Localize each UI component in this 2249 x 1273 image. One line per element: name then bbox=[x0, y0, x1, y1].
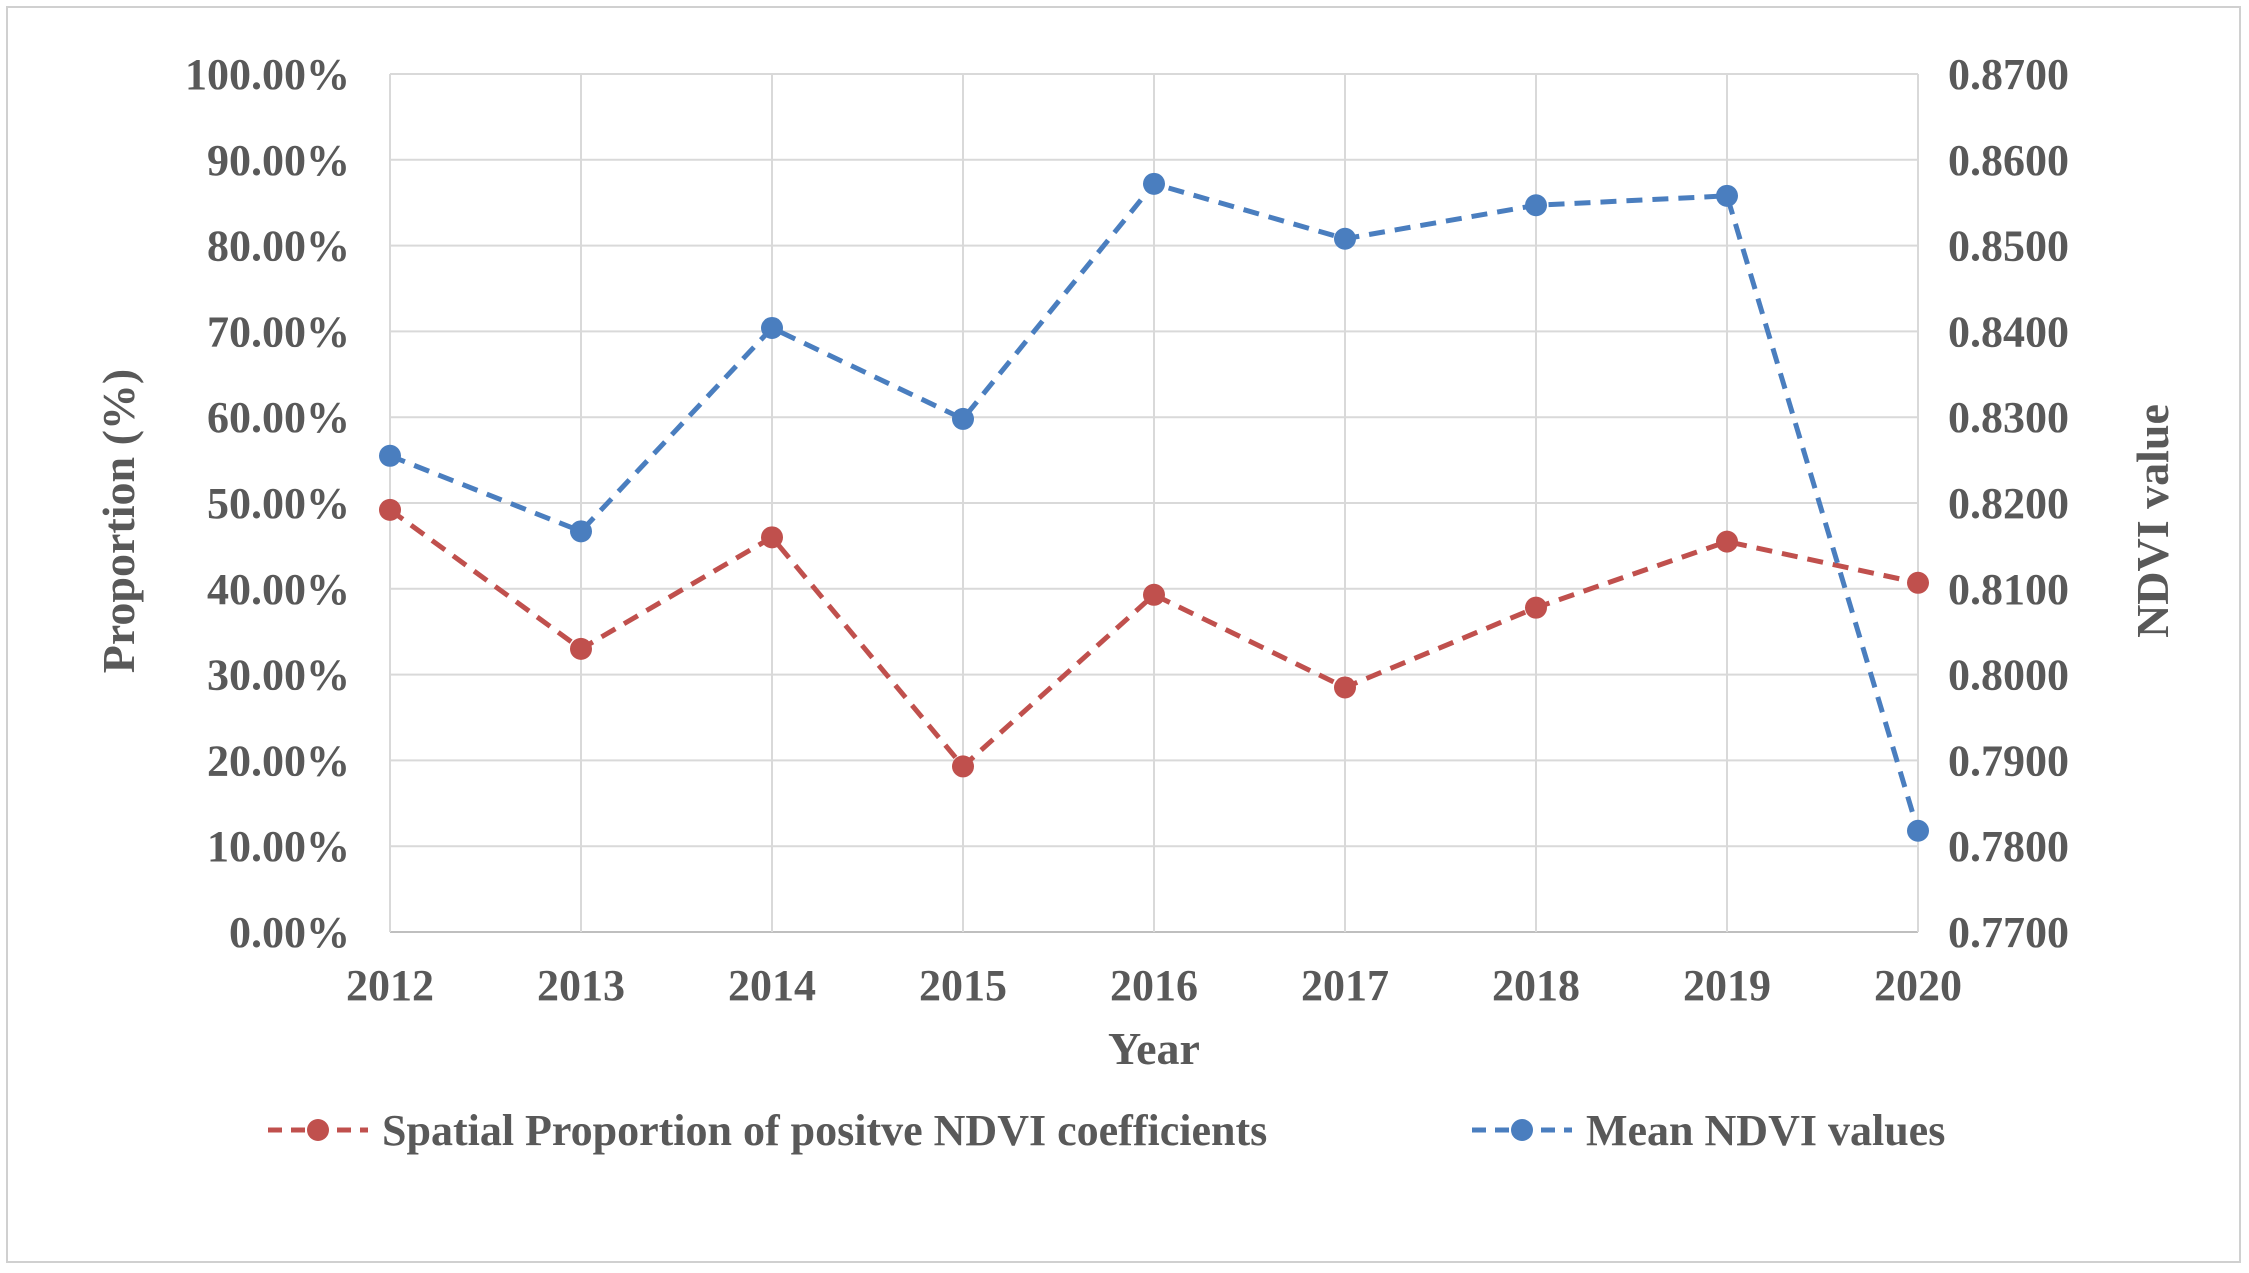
y-tick-label: 0.00% bbox=[229, 908, 350, 957]
left-axis-ticks: 0.00% 10.00% 20.00% 30.00% 40.00% 50.00% 60.00… bbox=[185, 50, 350, 957]
y2-tick-label: 0.8000 bbox=[1948, 651, 2069, 700]
x-tick-label: 2012 bbox=[346, 961, 434, 1010]
y2-tick-label: 0.7900 bbox=[1948, 736, 2069, 785]
y-tick-label: 60.00% bbox=[207, 393, 350, 442]
y2-tick-label: 0.7700 bbox=[1948, 908, 2069, 957]
y2-tick-label: 0.8400 bbox=[1948, 307, 2069, 356]
y-tick-label: 70.00% bbox=[207, 307, 350, 356]
data-point bbox=[1143, 172, 1165, 195]
y-tick-label: 20.00% bbox=[207, 736, 350, 785]
data-point bbox=[379, 444, 401, 467]
data-point bbox=[1334, 227, 1356, 250]
x-tick-label: 2013 bbox=[537, 961, 625, 1010]
y-tick-label: 80.00% bbox=[207, 222, 350, 271]
x-tick-label: 2018 bbox=[1492, 961, 1580, 1010]
y2-tick-label: 0.7800 bbox=[1948, 822, 2069, 871]
x-tick-label: 2017 bbox=[1301, 961, 1389, 1010]
y2-tick-label: 0.8300 bbox=[1948, 393, 2069, 442]
data-point bbox=[1716, 184, 1738, 207]
legend-label-mean-ndvi: Mean NDVI values bbox=[1586, 1106, 1945, 1155]
legend-item-mean-ndvi: Mean NDVI values bbox=[1472, 1106, 1945, 1155]
series-1 bbox=[379, 172, 1929, 842]
data-point bbox=[761, 316, 783, 339]
y2-tick-label: 0.8700 bbox=[1948, 50, 2069, 99]
x-tick-label: 2019 bbox=[1683, 961, 1771, 1010]
series-0 bbox=[379, 498, 1929, 778]
chart-frame: 0.00% 10.00% 20.00% 30.00% 40.00% 50.00% 60.00… bbox=[6, 6, 2241, 1263]
line-chart: 0.00% 10.00% 20.00% 30.00% 40.00% 50.00% 60.00… bbox=[93, 50, 2178, 1155]
data-point bbox=[1525, 194, 1547, 217]
series-layer bbox=[379, 172, 1929, 842]
y2-tick-label: 0.8100 bbox=[1948, 565, 2069, 614]
y-tick-label: 10.00% bbox=[207, 822, 350, 871]
gridlines bbox=[389, 73, 1919, 933]
y-tick-label: 30.00% bbox=[207, 651, 350, 700]
x-tick-label: 2020 bbox=[1874, 961, 1962, 1010]
series-line bbox=[388, 507, 1919, 770]
y-tick-label: 50.00% bbox=[207, 479, 350, 528]
x-tick-label: 2016 bbox=[1110, 961, 1198, 1010]
data-point bbox=[570, 520, 592, 543]
data-point bbox=[570, 637, 592, 660]
data-point bbox=[952, 407, 974, 430]
legend: Spatial Proportion of positve NDVI coeff… bbox=[268, 1106, 1945, 1155]
x-axis-title: Year bbox=[1108, 1023, 1200, 1074]
right-axis-ticks: 0.7700 0.7800 0.7900 0.8000 0.8100 0.8200 0.83… bbox=[1948, 50, 2069, 957]
data-point bbox=[1334, 676, 1356, 699]
y2-tick-label: 0.8600 bbox=[1948, 136, 2069, 185]
y2-tick-label: 0.8500 bbox=[1948, 222, 2069, 271]
y-tick-label: 100.00% bbox=[185, 50, 350, 99]
data-point bbox=[1143, 583, 1165, 606]
x-axis-ticks: 2012 2013 2014 2015 2016 2017 2018 2019 2020 bbox=[346, 961, 1962, 1010]
y2-tick-label: 0.8200 bbox=[1948, 479, 2069, 528]
data-point bbox=[761, 526, 783, 549]
x-tick-label: 2014 bbox=[728, 961, 816, 1010]
y2-axis-title: NDVI value bbox=[2127, 404, 2178, 638]
data-point bbox=[379, 498, 401, 521]
legend-label-proportion: Spatial Proportion of positve NDVI coeff… bbox=[382, 1106, 1267, 1155]
legend-item-proportion: Spatial Proportion of positve NDVI coeff… bbox=[268, 1106, 1267, 1155]
y-tick-label: 90.00% bbox=[207, 136, 350, 185]
x-tick-label: 2015 bbox=[919, 961, 1007, 1010]
data-point bbox=[1716, 530, 1738, 553]
y-axis-title: Proportion (%) bbox=[93, 369, 144, 674]
data-point bbox=[1907, 571, 1929, 594]
data-point bbox=[1525, 596, 1547, 619]
data-point bbox=[1907, 819, 1929, 842]
y-tick-label: 40.00% bbox=[207, 565, 350, 614]
data-point bbox=[952, 755, 974, 778]
